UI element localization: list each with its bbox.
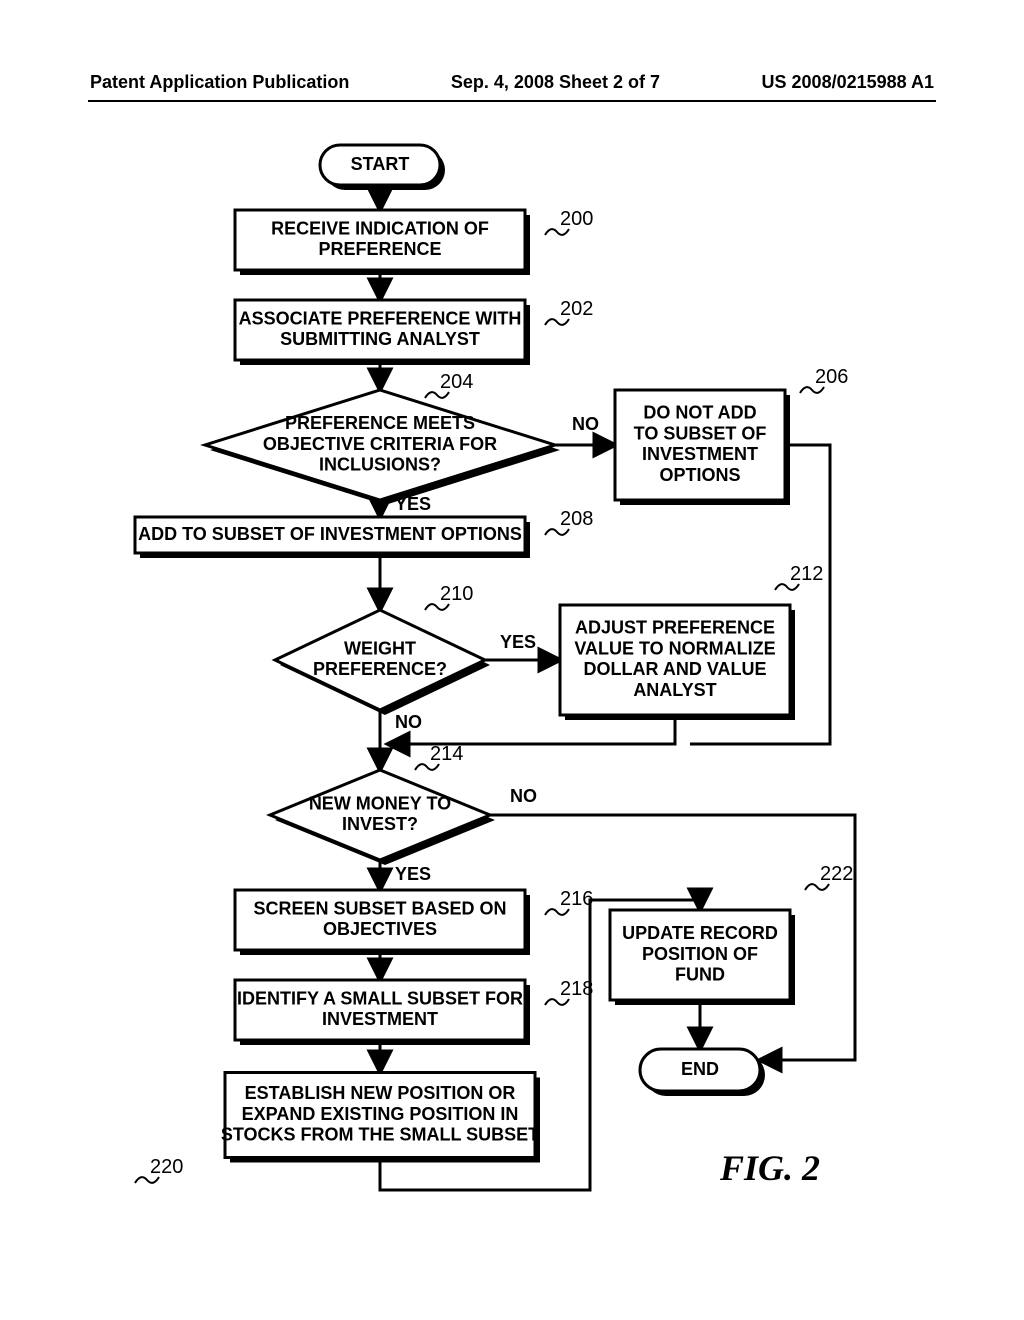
svg-text:208: 208 <box>560 508 593 530</box>
svg-text:PREFERENCE MEETS: PREFERENCE MEETS <box>285 413 475 433</box>
svg-text:VALUE TO NORMALIZE: VALUE TO NORMALIZE <box>574 638 775 658</box>
svg-text:IDENTIFY A SMALL SUBSET FOR: IDENTIFY A SMALL SUBSET FOR <box>237 988 523 1008</box>
svg-text:222: 222 <box>820 863 853 885</box>
header-left: Patent Application Publication <box>90 72 349 93</box>
svg-text:NO: NO <box>572 414 599 434</box>
svg-text:START: START <box>351 154 410 174</box>
svg-text:ADD TO SUBSET OF INVESTMENT OP: ADD TO SUBSET OF INVESTMENT OPTIONS <box>138 524 522 544</box>
svg-text:214: 214 <box>430 743 463 765</box>
svg-text:DOLLAR AND VALUE: DOLLAR AND VALUE <box>584 659 767 679</box>
svg-text:ANALYST: ANALYST <box>633 680 716 700</box>
svg-text:RECEIVE INDICATION OF: RECEIVE INDICATION OF <box>271 218 489 238</box>
svg-text:ASSOCIATE PREFERENCE WITH: ASSOCIATE PREFERENCE WITH <box>239 308 522 328</box>
svg-text:OBJECTIVE CRITERIA FOR: OBJECTIVE CRITERIA FOR <box>263 434 497 454</box>
header-center: Sep. 4, 2008 Sheet 2 of 7 <box>451 72 660 93</box>
svg-text:DO NOT ADD: DO NOT ADD <box>643 403 756 423</box>
flowchart: NOYESYESNONOYES STARTRECEIVE INDICATION … <box>0 130 1024 1320</box>
svg-text:ESTABLISH NEW POSITION OR: ESTABLISH NEW POSITION OR <box>245 1083 516 1103</box>
svg-text:212: 212 <box>790 563 823 585</box>
svg-text:END: END <box>681 1059 719 1079</box>
svg-text:PREFERENCE?: PREFERENCE? <box>313 659 447 679</box>
svg-text:YES: YES <box>395 864 431 884</box>
svg-text:200: 200 <box>560 208 593 230</box>
svg-text:NO: NO <box>510 786 537 806</box>
svg-text:PREFERENCE: PREFERENCE <box>318 239 441 259</box>
svg-text:NO: NO <box>395 712 422 732</box>
figure-label: FIG. 2 <box>719 1148 820 1188</box>
svg-text:220: 220 <box>150 1156 183 1178</box>
svg-text:SCREEN SUBSET BASED ON: SCREEN SUBSET BASED ON <box>253 898 506 918</box>
page: Patent Application Publication Sep. 4, 2… <box>0 0 1024 1320</box>
header-rule <box>88 100 936 102</box>
svg-text:216: 216 <box>560 888 593 910</box>
svg-text:NEW MONEY TO: NEW MONEY TO <box>309 793 451 813</box>
header-right: US 2008/0215988 A1 <box>762 72 934 93</box>
svg-text:POSITION OF: POSITION OF <box>642 944 758 964</box>
svg-text:206: 206 <box>815 366 848 388</box>
svg-text:ADJUST PREFERENCE: ADJUST PREFERENCE <box>575 618 775 638</box>
svg-text:OPTIONS: OPTIONS <box>659 465 740 485</box>
svg-text:TO SUBSET OF: TO SUBSET OF <box>634 423 767 443</box>
svg-text:204: 204 <box>440 371 473 393</box>
page-header: Patent Application Publication Sep. 4, 2… <box>90 72 934 93</box>
svg-text:EXPAND EXISTING POSITION IN: EXPAND EXISTING POSITION IN <box>242 1104 519 1124</box>
svg-text:210: 210 <box>440 583 473 605</box>
svg-text:INVESTMENT: INVESTMENT <box>642 444 758 464</box>
svg-text:218: 218 <box>560 978 593 1000</box>
svg-text:STOCKS FROM THE SMALL SUBSET: STOCKS FROM THE SMALL SUBSET <box>221 1124 539 1144</box>
svg-text:SUBMITTING ANALYST: SUBMITTING ANALYST <box>280 329 480 349</box>
svg-text:WEIGHT: WEIGHT <box>344 638 416 658</box>
svg-text:INVEST?: INVEST? <box>342 814 418 834</box>
svg-text:YES: YES <box>500 632 536 652</box>
svg-text:UPDATE RECORD: UPDATE RECORD <box>622 923 778 943</box>
svg-text:FUND: FUND <box>675 964 725 984</box>
svg-text:INCLUSIONS?: INCLUSIONS? <box>319 454 441 474</box>
svg-text:OBJECTIVES: OBJECTIVES <box>323 919 437 939</box>
svg-text:202: 202 <box>560 298 593 320</box>
svg-text:INVESTMENT: INVESTMENT <box>322 1009 438 1029</box>
